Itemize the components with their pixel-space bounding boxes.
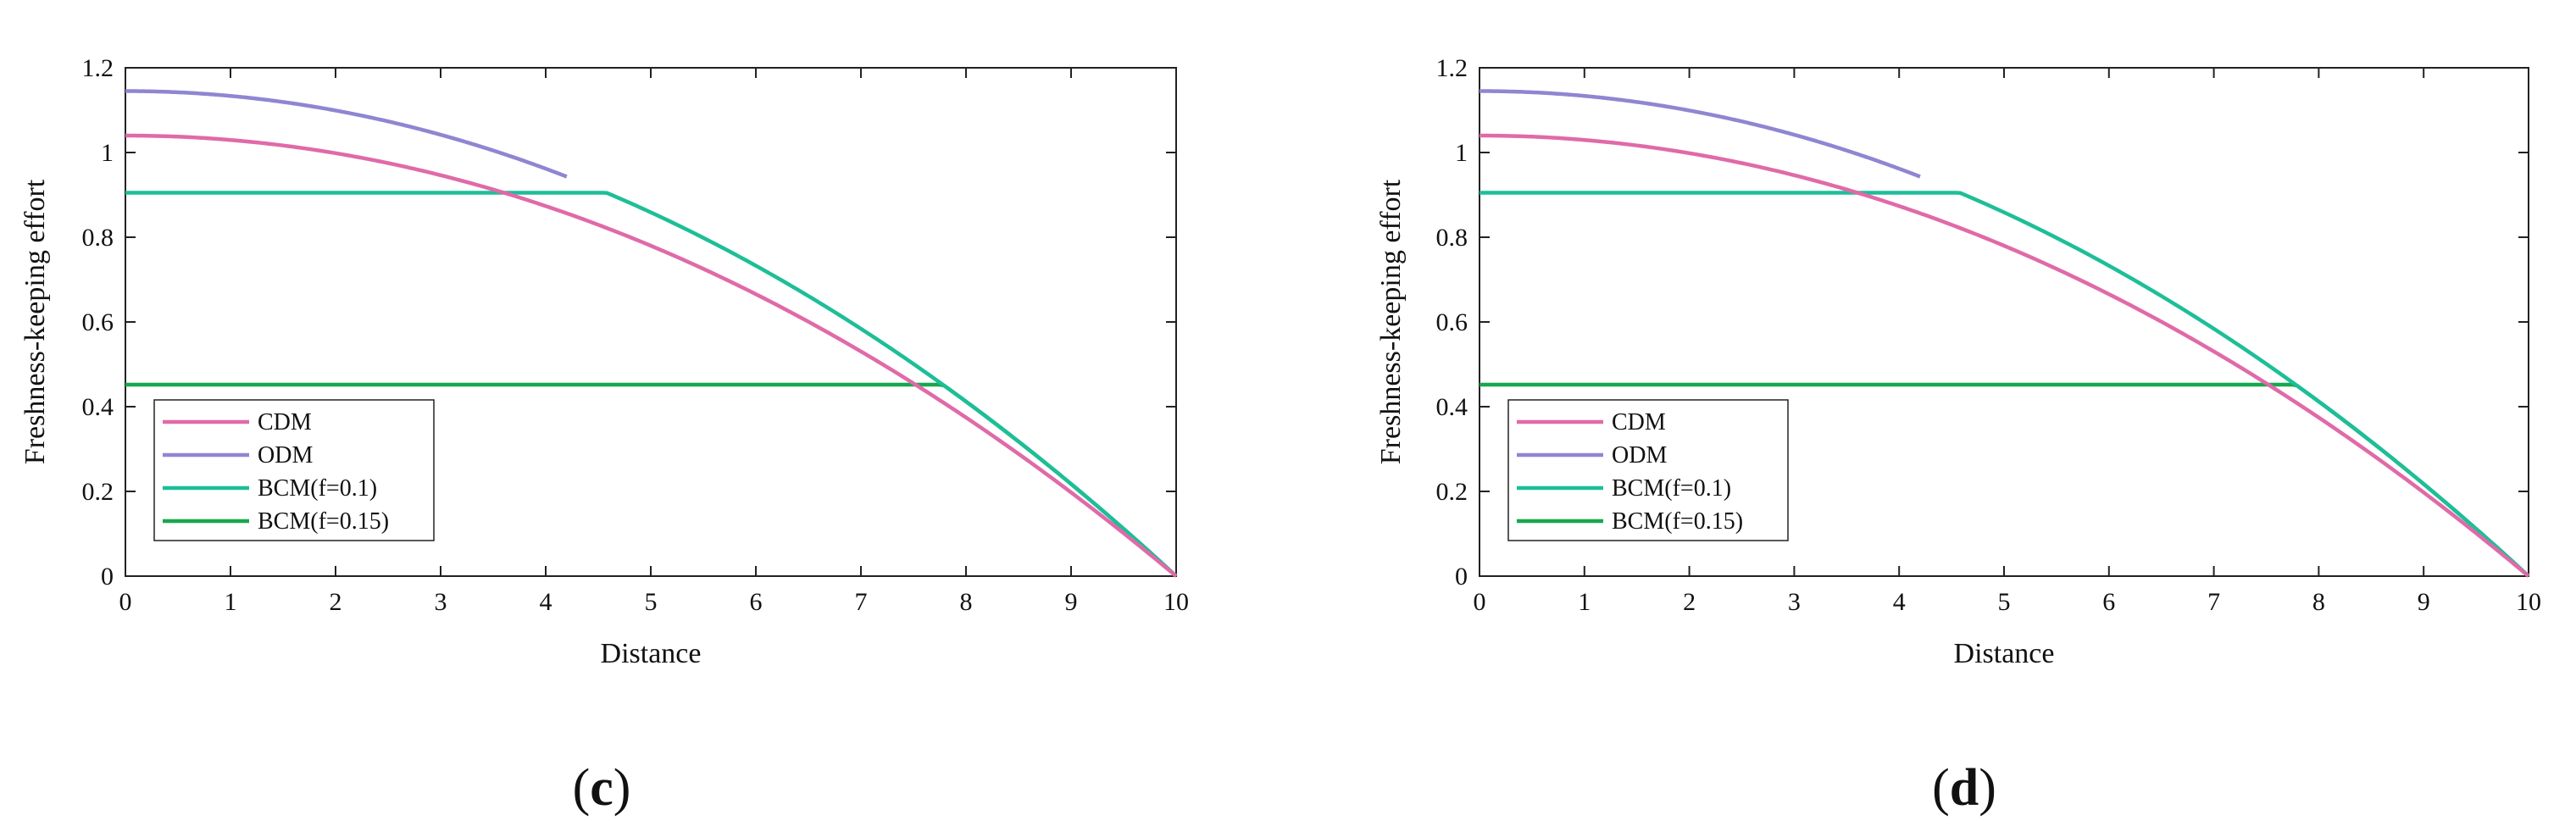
legend-label: ODM [258,442,313,469]
legend-label: BCM(f=0.1) [1612,475,1731,502]
chart-panel-c: 0 1 2 3 4 5 6 7 8 9 10 0 0.2 0.4 0.6 0.8 1 1.2 Distance Fre… [19,54,1189,817]
series-line-bcm-f-0-1 [1480,191,2530,578]
legend-label: BCM(f=0.15) [1612,508,1743,535]
x-tick-label: 3 [1788,588,1801,616]
x-tick-label: 7 [2207,588,2220,616]
y-axis-label: Freshness-keeping effort [19,179,51,464]
legend-label: CDM [258,409,312,435]
panel-label-letter: c [590,759,613,817]
x-tick-label: 9 [2418,588,2430,616]
legend: CDM ODM BCM(f=0.1) BCM(f=0.15) [1507,399,1789,541]
x-tick-label: 4 [1893,588,1906,616]
y-tick-label: 0 [1455,563,1468,591]
x-tick-label: 7 [855,588,868,616]
x-tick-label: 10 [1163,588,1189,616]
legend-label: ODM [1612,442,1667,469]
y-tick-label: 1.2 [1436,54,1468,82]
chart-panel-d: 0 1 2 3 4 5 6 7 8 9 10 0 0.2 0.4 0.6 0.8 1 1.2 Distance Fre… [1375,54,2541,817]
panel-label-letter: d [1950,759,1979,817]
panel-label-close-paren: ) [1979,759,1996,817]
legend: CDM ODM BCM(f=0.1) BCM(f=0.15) [153,399,435,541]
x-tick-label: 4 [540,588,552,616]
legend-label: BCM(f=0.15) [258,508,389,535]
series-line-cdm [1479,133,2530,578]
x-tick-label: 9 [1065,588,1078,616]
x-tick-label: 2 [1683,588,1696,616]
panel-label: (c) [573,759,631,817]
panel-label-close-paren: ) [613,759,631,817]
y-tick-label: 0.8 [82,224,114,252]
y-tick-label: 0.6 [82,308,114,336]
y-tick-label: 0 [101,563,114,591]
series-line-cdm [125,133,1178,578]
x-tick-label: 1 [1578,588,1591,616]
legend-label: CDM [1612,409,1666,435]
series-line-odm [1479,89,1921,179]
panel-label-open-paren: ( [573,759,591,817]
series-line-odm [125,89,568,179]
y-tick-label: 1 [1455,139,1468,167]
x-tick-label: 5 [645,588,658,616]
x-tick-label: 0 [1474,588,1486,616]
x-tick-label: 3 [435,588,447,616]
y-tick-label: 0.6 [1436,308,1468,336]
x-tick-label: 2 [330,588,342,616]
x-tick-label: 5 [1998,588,2011,616]
y-tick-label: 1 [101,139,114,167]
series-line-bcm-f-0-1 [125,191,1178,578]
x-tick-label: 1 [225,588,237,616]
x-tick-label: 8 [960,588,973,616]
panel-label-open-paren: ( [1932,759,1950,817]
x-axis-label: Distance [1954,638,2055,669]
y-axis-label: Freshness-keeping effort [1375,179,1407,464]
x-tick-label: 0 [119,588,132,616]
y-tick-label: 0.8 [1436,224,1468,252]
y-tick-label: 1.2 [82,54,114,82]
x-tick-label: 6 [750,588,763,616]
y-tick-label: 0.4 [1436,393,1468,421]
x-tick-label: 10 [2516,588,2541,616]
y-tick-label: 0.2 [1436,478,1468,506]
x-axis-label: Distance [601,638,702,669]
x-tick-label: 8 [2312,588,2325,616]
legend-label: BCM(f=0.1) [258,475,377,502]
y-tick-label: 0.2 [82,478,114,506]
x-tick-label: 6 [2102,588,2115,616]
y-tick-label: 0.4 [82,393,114,421]
panel-label: (d) [1932,759,1996,817]
